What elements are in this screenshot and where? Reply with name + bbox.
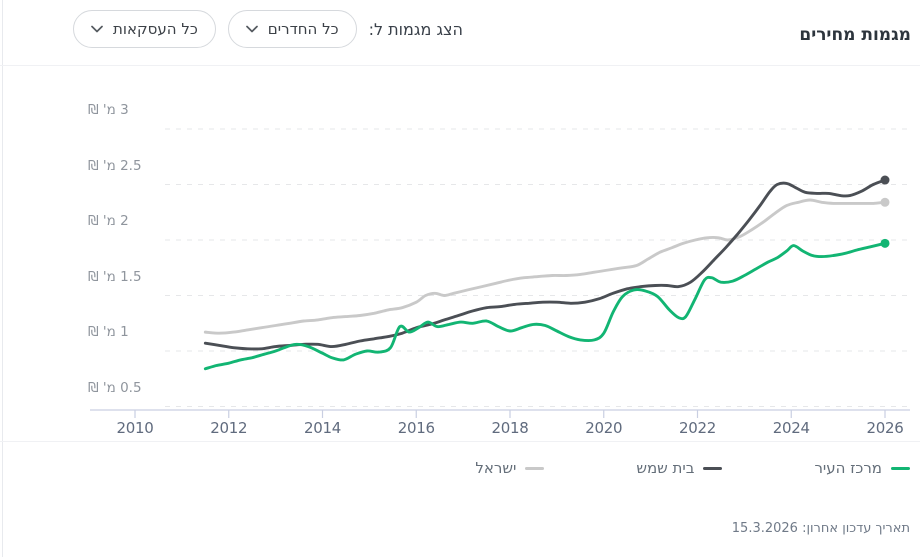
series-end-dot xyxy=(880,238,890,248)
y-axis-label: 2.5 מ' ₪ xyxy=(88,157,142,174)
series-end-dot xyxy=(880,197,890,207)
x-axis-label: 2012 xyxy=(210,419,248,437)
x-axis-label: 2020 xyxy=(585,419,623,437)
chart-legend: מרכז העיר בית שמש ישראל xyxy=(475,459,910,477)
rooms-dropdown[interactable]: כל החדרים xyxy=(227,10,357,48)
panel-left-border xyxy=(2,0,3,557)
series-end-dot xyxy=(880,175,890,185)
y-axis-label: 1 מ' ₪ xyxy=(88,324,129,340)
y-axis-label: 0.5 מ' ₪ xyxy=(88,379,142,396)
x-axis-label: 2018 xyxy=(491,419,529,437)
y-axis-label: 2 מ' ₪ xyxy=(88,213,129,229)
x-axis-label: 2016 xyxy=(397,419,435,437)
deals-dropdown[interactable]: כל העסקאות xyxy=(73,10,216,48)
filter-label: הצג מגמות ל: xyxy=(368,19,463,39)
chevron-down-icon xyxy=(91,25,103,33)
last-update-date: תאריך עדכון אחרון: 15.3.2026 xyxy=(731,521,910,536)
legend-swatch-israel xyxy=(525,466,545,470)
page-title: מגמות מחירים xyxy=(799,25,911,46)
trend-filter-controls: הצג מגמות ל: כל החדרים כל העסקאות xyxy=(73,10,463,48)
deals-dropdown-value: כל העסקאות xyxy=(113,20,198,38)
series-line xyxy=(203,198,887,335)
y-axis-label: 3 מ' ₪ xyxy=(88,102,129,118)
legend-item-beit-shemesh[interactable]: בית שמש xyxy=(636,459,723,477)
legend-label-city-center: מרכז העיר xyxy=(814,459,882,477)
legend-item-israel[interactable]: ישראל xyxy=(475,459,545,477)
legend-label-israel: ישראל xyxy=(475,459,517,477)
chevron-down-icon xyxy=(245,25,258,33)
x-axis-label: 2024 xyxy=(772,419,810,437)
series-line xyxy=(203,178,887,351)
series-line xyxy=(203,241,887,371)
x-axis-label: 2010 xyxy=(116,419,154,437)
legend-swatch-beit-shemesh xyxy=(703,466,723,470)
legend-swatch-city-center xyxy=(891,466,910,470)
x-axis-label: 2014 xyxy=(304,419,341,437)
chart-bottom-divider xyxy=(0,441,920,442)
legend-item-city-center[interactable]: מרכז העיר xyxy=(814,459,910,477)
legend-label-beit-shemesh: בית שמש xyxy=(636,459,695,477)
header-divider xyxy=(0,65,920,66)
rooms-dropdown-value: כל החדרים xyxy=(267,20,339,38)
x-axis-label: 2026 xyxy=(866,419,904,437)
y-axis-label: 1.5 מ' ₪ xyxy=(88,268,142,285)
x-axis-label: 2022 xyxy=(679,419,716,437)
